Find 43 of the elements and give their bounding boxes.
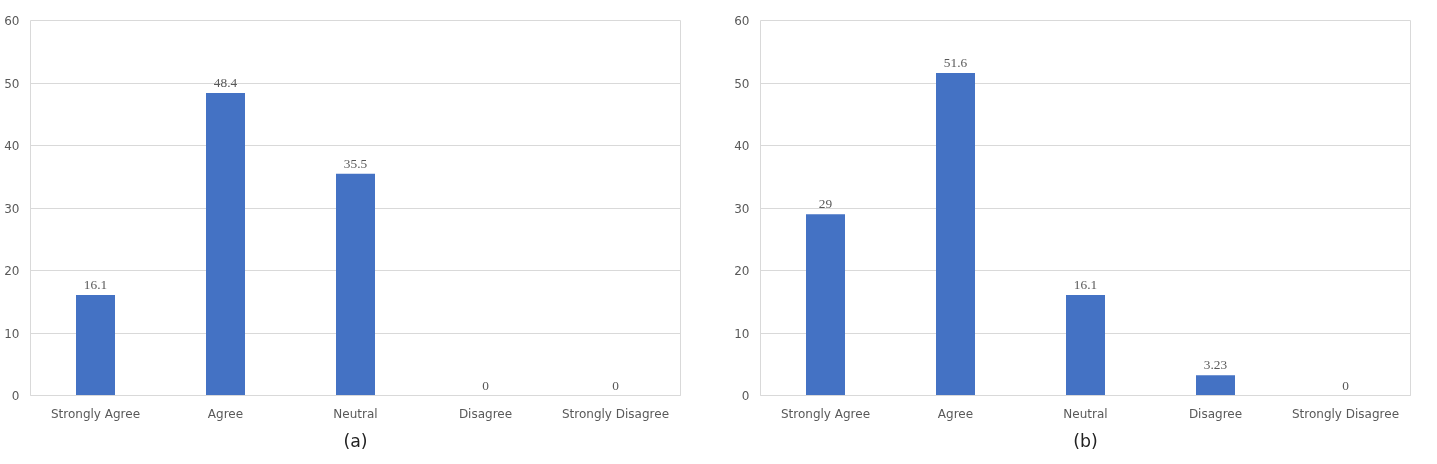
x-tick-label: Strongly Disagree (1291, 406, 1400, 421)
x-tick-label: Agree (207, 406, 244, 421)
y-tick-label: 30 (4, 201, 20, 216)
x-tick-label: Strongly Agree (50, 406, 141, 421)
bar (206, 93, 245, 396)
data-label: 16.1 (1073, 276, 1098, 292)
y-tick-label: 50 (734, 76, 750, 91)
y-tick-label: 10 (4, 326, 20, 341)
y-tick-label: 30 (734, 201, 750, 216)
data-label: 16.1 (83, 276, 108, 292)
bar (1066, 294, 1105, 396)
bar (1196, 375, 1235, 396)
bar (76, 294, 115, 396)
x-tick-label: Neutral (1063, 406, 1108, 421)
x-tick-label: Neutral (333, 406, 378, 421)
y-tick-label: 60 (4, 14, 20, 28)
y-tick-label: 20 (734, 264, 750, 278)
y-tick-label: 0 (11, 389, 20, 403)
y-tick-label: 60 (734, 14, 750, 28)
data-label: 0 (482, 377, 490, 393)
bar (806, 214, 845, 396)
data-label: 35.5 (343, 155, 368, 171)
text: (a) (343, 430, 368, 451)
bar (936, 73, 975, 396)
x-tick-label: Strongly Agree (780, 406, 871, 421)
x-tick-label: Disagree (458, 406, 513, 421)
text: (b) (1073, 430, 1098, 451)
y-tick-label: 20 (4, 264, 20, 278)
data-label: 51.6 (943, 55, 968, 70)
y-tick-label: 0 (741, 389, 750, 403)
y-tick-label: 50 (4, 76, 20, 91)
x-tick-label: Disagree (1188, 406, 1243, 421)
y-tick-label: 10 (734, 326, 750, 341)
y-tick-label: 40 (4, 139, 20, 153)
y-tick-label: 40 (734, 139, 750, 153)
bar (336, 173, 375, 396)
data-label: 3.23 (1203, 357, 1228, 373)
data-label: 48.4 (213, 75, 238, 90)
data-label: 29 (818, 196, 833, 212)
data-label: 0 (1342, 377, 1350, 393)
x-tick-label: Strongly Disagree (561, 406, 670, 421)
data-label: 0 (612, 377, 620, 393)
x-tick-label: Agree (937, 406, 974, 421)
